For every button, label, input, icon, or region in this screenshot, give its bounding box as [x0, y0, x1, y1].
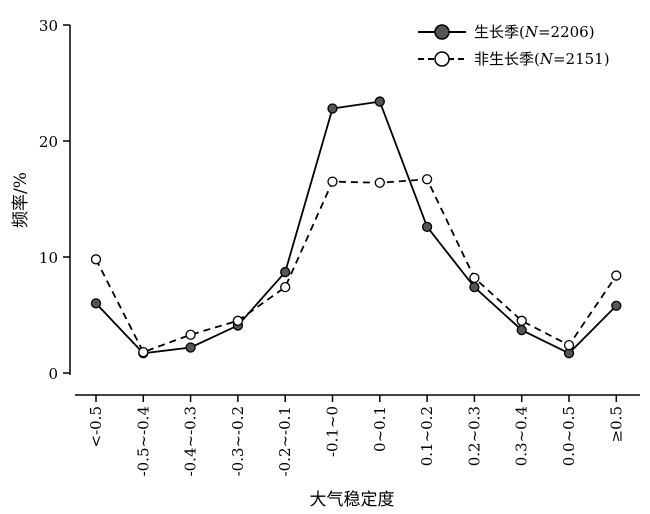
legend-label-n: N: [539, 50, 554, 68]
y-tick-label: 0: [48, 365, 58, 383]
x-tick-label: ≥0.5: [607, 406, 625, 442]
data-point-non-growing-season: [469, 272, 480, 284]
data-point-non-growing-season: [516, 315, 527, 326]
x-tick-label: 0.2~0.3: [465, 406, 483, 466]
x-ticks: <-0.5 -0.5~-0.4 -0.4~-0.3 -0.3~-0.2 -0.2~-0.…: [87, 395, 625, 476]
legend-label-n: N: [524, 23, 539, 41]
data-point-non-growing-season: [374, 177, 385, 188]
series-line-non-growing-season: [95, 178, 618, 354]
x-tick-label: -0.1~0: [324, 406, 342, 457]
data-point-non-growing-season: [327, 176, 338, 187]
x-tick-label: 0.3~0.4: [513, 406, 531, 466]
legend-item-growing-season: 生长季(N=2206): [418, 23, 595, 41]
data-point-growing-season: [374, 96, 385, 107]
x-tick-label: -0.3~-0.2: [229, 406, 247, 476]
x-axis-title: 大气稳定度: [310, 490, 395, 510]
data-point-non-growing-season: [611, 270, 622, 281]
data-point-growing-season: [421, 221, 433, 232]
data-point-non-growing-season: [232, 315, 244, 326]
legend-label-growing-season: 生长季(N=2206): [474, 23, 595, 41]
x-tick-label: -0.2~-0.1: [276, 406, 294, 476]
legend: 生长季(N=2206) 非生长季(N=2151): [418, 23, 610, 68]
data-point-non-growing-season: [563, 340, 575, 351]
data-point-growing-season: [327, 103, 338, 114]
x-tick-label: <-0.5: [87, 406, 105, 448]
x-tick-label: 0~0.1: [371, 406, 389, 452]
y-axis-title: 频率/%: [11, 172, 31, 228]
y-ticks: 0 10 20 30: [39, 17, 70, 383]
legend-label-non-growing-season: 非生长季(N=2151): [474, 50, 610, 68]
x-tick-label: -0.5~-0.4: [134, 406, 152, 476]
legend-label-main: 生长季(: [474, 23, 525, 41]
series-line-growing-season: [95, 100, 617, 355]
legend-label-count: =2151): [553, 50, 610, 68]
data-point-growing-season: [90, 298, 102, 309]
x-tick-label: 0.1~0.2: [418, 406, 436, 466]
data-point-growing-season: [469, 282, 480, 293]
legend-item-non-growing-season: 非生长季(N=2151): [418, 50, 610, 68]
legend-marker-filled: [434, 24, 450, 40]
axes: [69, 25, 640, 396]
y-tick-label: 30: [39, 17, 58, 35]
series-layer: [90, 96, 622, 359]
legend-label-main: 非生长季(: [474, 50, 540, 68]
y-tick-label: 10: [39, 249, 58, 267]
data-point-non-growing-season: [138, 346, 149, 358]
legend-label-count: =2206): [538, 23, 595, 41]
x-tick-label: -0.4~-0.3: [182, 406, 200, 476]
data-point-growing-season: [516, 324, 527, 336]
y-tick-label: 20: [39, 133, 58, 151]
data-point-non-growing-season: [421, 174, 433, 185]
x-tick-label: 0.0~0.5: [560, 406, 578, 466]
data-point-non-growing-season: [185, 329, 196, 340]
legend-marker-open: [434, 51, 450, 67]
data-point-growing-season: [611, 300, 622, 311]
data-point-growing-season: [185, 342, 196, 353]
data-point-growing-season: [280, 266, 291, 278]
data-point-non-growing-season: [90, 254, 102, 265]
data-point-non-growing-season: [280, 282, 291, 293]
